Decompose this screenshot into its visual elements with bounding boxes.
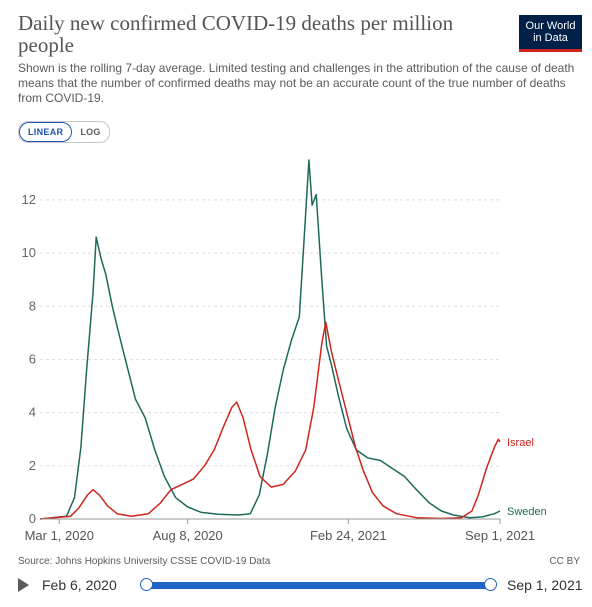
y-tick-label: 8 — [29, 298, 36, 313]
grid-layer — [40, 199, 500, 520]
logo-line-2: in Data — [533, 32, 568, 44]
axis-layer: 0 2 4 6 8 10 12 Mar 1, 2020 Aug 8, 2020 Feb 24, 2… — [22, 192, 536, 543]
series-label-israel: Israel — [507, 437, 534, 449]
y-tick-label: 6 — [29, 351, 36, 366]
chart-svg: Sweden Israel 0 2 4 6 8 10 12 Mar 1, 2020 Aug 8, … — [22, 159, 547, 543]
timeline-end-handle[interactable] — [484, 578, 497, 591]
source-note: Source: Johns Hopkins University CSSE CO… — [18, 556, 271, 567]
y-tick-label: 4 — [29, 405, 36, 420]
x-tick-label: Feb 24, 2021 — [310, 528, 387, 543]
timeline-start-handle[interactable] — [140, 578, 153, 591]
chart-subtitle: Shown is the rolling 7-day average. Limi… — [18, 61, 575, 105]
timeline-track[interactable] — [146, 582, 491, 589]
y-tick-label: 12 — [22, 192, 36, 207]
series-line-israel[interactable] — [39, 321, 501, 520]
log-scale-button[interactable]: LOG — [80, 127, 101, 137]
linear-scale-button[interactable]: LINEAR — [19, 122, 73, 142]
owid-logo[interactable]: Our World in Data — [519, 15, 582, 52]
x-tick-label: Sep 1, 2021 — [465, 528, 535, 543]
y-tick-label: 2 — [29, 458, 36, 473]
play-icon[interactable] — [18, 578, 29, 592]
series-line-sweden[interactable] — [39, 159, 501, 520]
series-label-sweden: Sweden — [507, 506, 547, 518]
license-link[interactable]: CC BY — [549, 556, 580, 567]
timeline-end-date: Sep 1, 2021 — [507, 577, 583, 593]
y-tick-label: 10 — [22, 245, 36, 260]
chart-title: Daily new confirmed COVID-19 deaths per … — [18, 11, 454, 57]
x-tick-label: Aug 8, 2020 — [153, 528, 223, 543]
scale-toggle: LINEAR LOG — [18, 121, 110, 143]
y-tick-label: 0 — [29, 511, 36, 526]
series-layer: Sweden Israel — [39, 159, 547, 520]
timeline-start-date: Feb 6, 2020 — [42, 577, 117, 593]
x-tick-label: Mar 1, 2020 — [25, 528, 94, 543]
logo-line-1: Our World — [525, 20, 576, 32]
